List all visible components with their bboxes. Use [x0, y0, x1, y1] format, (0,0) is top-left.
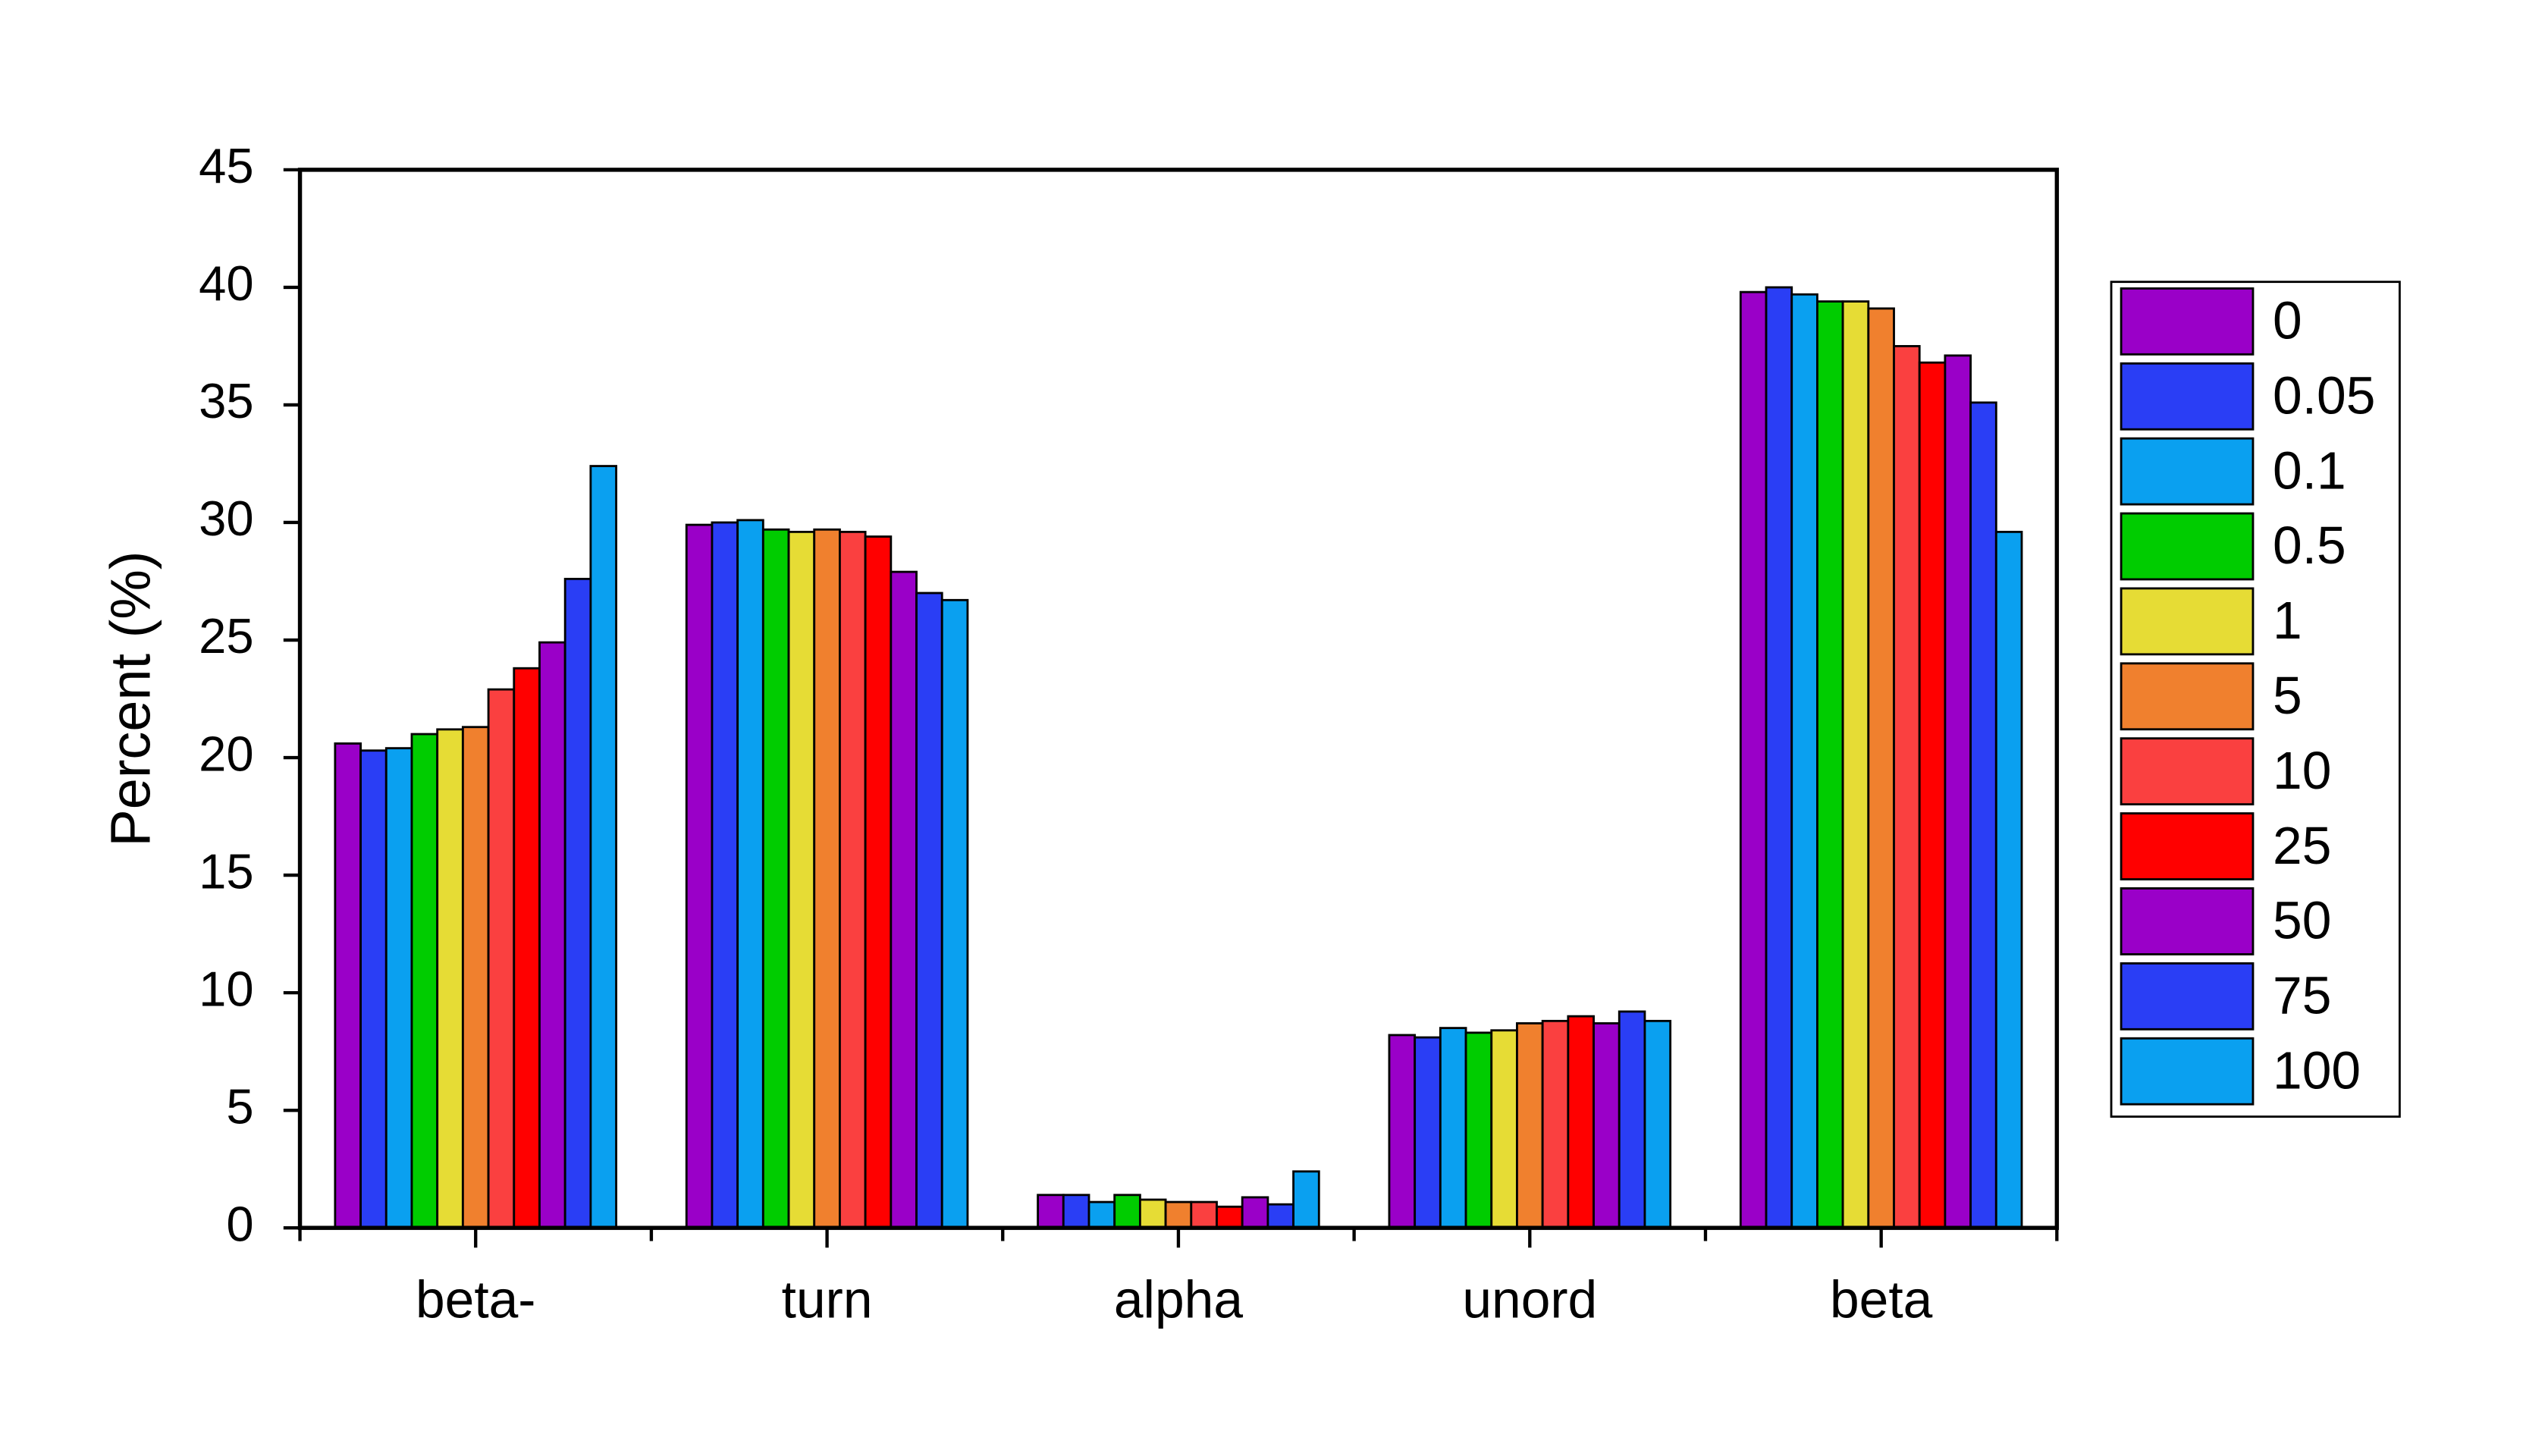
legend-label: 5 — [2273, 666, 2302, 725]
bar — [711, 521, 739, 1229]
bar — [1216, 1205, 1244, 1229]
bar — [410, 733, 439, 1229]
bar — [1567, 1015, 1595, 1229]
y-tick-label: 40 — [199, 256, 254, 311]
legend-label: 0.1 — [2273, 441, 2346, 500]
y-tick-label: 10 — [199, 961, 254, 1016]
bar — [1087, 1200, 1116, 1229]
bar — [915, 592, 943, 1229]
legend-swatch — [2120, 587, 2255, 656]
bar — [1439, 1027, 1467, 1229]
bar — [940, 598, 969, 1229]
bar — [1414, 1036, 1442, 1229]
bar — [1490, 1029, 1518, 1229]
legend-label: 10 — [2273, 741, 2331, 800]
legend-label: 50 — [2273, 891, 2331, 950]
legend-label: 0.05 — [2273, 366, 2375, 425]
bar — [1816, 300, 1844, 1229]
y-tick-label: 30 — [199, 491, 254, 546]
bar — [890, 570, 918, 1229]
legend-label: 25 — [2273, 816, 2331, 875]
legend-swatch — [2120, 287, 2255, 356]
bar — [359, 749, 388, 1229]
legend-swatch — [2120, 437, 2255, 506]
y-axis-label: Percent (%) — [99, 551, 162, 847]
bar — [787, 530, 816, 1229]
legend-label: 75 — [2273, 966, 2331, 1025]
legend-swatch — [2120, 962, 2255, 1031]
bar — [736, 519, 764, 1229]
bar — [334, 742, 362, 1229]
bar — [1739, 290, 1768, 1229]
plot-frame — [297, 168, 2060, 1230]
bar — [1592, 1022, 1621, 1229]
bar — [461, 726, 490, 1229]
y-tick-label: 5 — [226, 1078, 253, 1134]
legend-swatch — [2120, 1037, 2255, 1106]
bar — [685, 523, 714, 1229]
bar — [589, 465, 617, 1229]
bar — [1037, 1194, 1065, 1229]
bar — [1516, 1022, 1544, 1229]
bar — [1464, 1031, 1493, 1229]
x-tick-label: beta — [1830, 1270, 1933, 1329]
bar — [1164, 1200, 1193, 1229]
bar — [1062, 1194, 1090, 1229]
bar — [1893, 345, 1921, 1229]
y-tick-label: 35 — [199, 373, 254, 428]
bar — [1618, 1010, 1646, 1229]
y-tick-label: 25 — [199, 608, 254, 664]
bar — [436, 728, 464, 1229]
legend-label: 0 — [2273, 291, 2302, 350]
y-tick-label: 15 — [199, 843, 254, 899]
legend-swatch — [2120, 812, 2255, 880]
legend-swatch — [2120, 887, 2255, 956]
legend-label: 1 — [2273, 591, 2302, 650]
bar — [513, 667, 541, 1229]
legend-swatch — [2120, 737, 2255, 806]
bar — [1765, 286, 1793, 1229]
bar — [1790, 293, 1818, 1229]
bar — [538, 641, 566, 1229]
bar — [761, 528, 790, 1229]
bar — [839, 530, 867, 1229]
bar — [384, 747, 413, 1229]
bar — [1138, 1198, 1167, 1229]
legend-label: 0.5 — [2273, 516, 2346, 575]
bar — [1918, 361, 1947, 1229]
bar — [1969, 401, 1997, 1229]
bar — [1541, 1019, 1570, 1229]
bar — [864, 535, 893, 1229]
bar — [1190, 1200, 1218, 1229]
bar — [487, 688, 516, 1229]
bar — [1388, 1034, 1417, 1229]
legend-label: 100 — [2273, 1040, 2361, 1100]
legend-swatch — [2120, 662, 2255, 731]
legend-swatch — [2120, 512, 2255, 581]
y-tick-label: 20 — [199, 726, 254, 781]
x-tick-label: turn — [782, 1270, 873, 1329]
x-tick-label: unord — [1462, 1270, 1597, 1329]
bar — [1994, 530, 2023, 1229]
bar — [563, 577, 592, 1229]
legend-swatch — [2120, 362, 2255, 431]
bar — [813, 528, 841, 1229]
bar — [1841, 300, 1870, 1229]
y-tick-label: 45 — [199, 138, 254, 193]
x-tick-label: beta- — [416, 1270, 535, 1329]
bar — [1241, 1196, 1269, 1229]
bar — [1266, 1203, 1295, 1229]
y-tick-label: 0 — [226, 1196, 253, 1251]
bar — [1944, 354, 1972, 1229]
bar — [1867, 307, 1895, 1229]
bar — [1643, 1019, 1672, 1229]
x-tick-label: alpha — [1114, 1270, 1243, 1329]
bar — [1113, 1194, 1141, 1229]
bar — [1292, 1170, 1320, 1229]
